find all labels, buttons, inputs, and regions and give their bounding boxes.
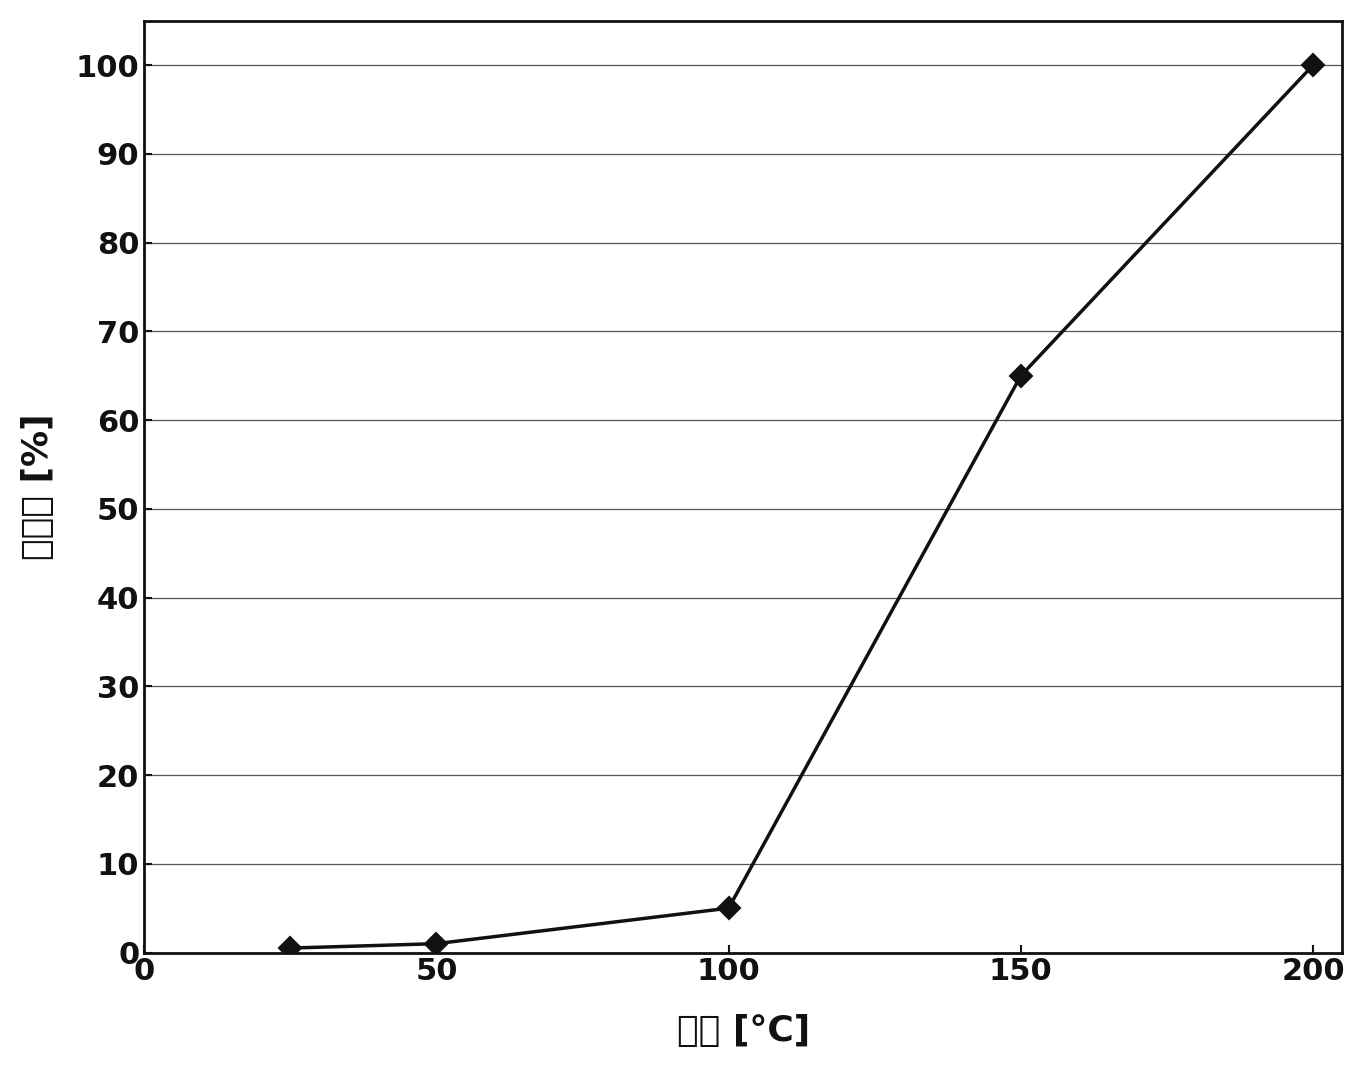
Y-axis label: 转化率 [%]: 转化率 [%] [21,414,55,560]
X-axis label: 温度 [°C]: 温度 [°C] [676,1014,810,1049]
